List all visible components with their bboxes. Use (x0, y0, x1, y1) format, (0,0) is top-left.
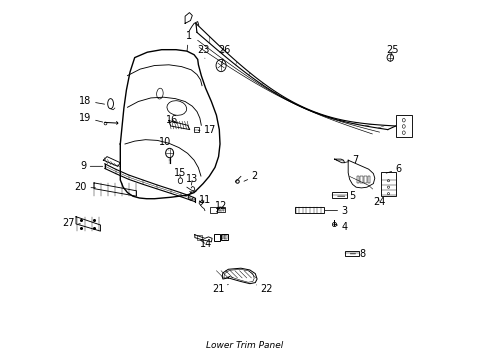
Text: 13: 13 (186, 174, 198, 185)
Bar (197, 235, 202, 240)
Text: 24: 24 (372, 197, 385, 207)
Text: 5: 5 (337, 191, 354, 201)
Text: 11: 11 (198, 195, 211, 205)
Text: 18: 18 (79, 96, 104, 106)
Text: 1: 1 (185, 31, 191, 51)
Bar (218, 207, 219, 211)
Text: 26: 26 (218, 45, 230, 63)
Text: 23: 23 (197, 45, 209, 58)
Text: 8: 8 (349, 249, 365, 259)
Text: 14: 14 (199, 239, 211, 249)
Bar (363, 176, 366, 183)
Text: 17: 17 (198, 125, 216, 135)
Bar (223, 235, 224, 239)
Bar (194, 127, 199, 132)
Bar (360, 176, 362, 183)
Bar (217, 207, 225, 212)
Text: 2: 2 (244, 171, 258, 181)
Text: 15: 15 (173, 168, 185, 178)
Bar (381, 172, 396, 196)
Bar (213, 234, 220, 241)
Text: 16: 16 (165, 114, 178, 125)
Text: 20: 20 (74, 182, 95, 192)
Bar (395, 115, 411, 137)
Text: 22: 22 (256, 284, 273, 294)
Text: Lower Trim Panel: Lower Trim Panel (205, 341, 283, 350)
Text: 4: 4 (333, 222, 347, 232)
Bar (210, 207, 216, 213)
Text: 10: 10 (159, 137, 171, 150)
Bar (222, 207, 224, 211)
Text: 9: 9 (80, 161, 102, 171)
Bar (331, 192, 346, 198)
Bar (356, 176, 359, 183)
Bar (220, 207, 222, 211)
Bar (222, 235, 223, 239)
Text: 12: 12 (214, 201, 227, 212)
Text: 27: 27 (62, 218, 80, 228)
Bar (225, 235, 226, 239)
Bar (344, 251, 358, 256)
Text: 7: 7 (344, 155, 358, 165)
Bar (221, 234, 228, 240)
Text: 19: 19 (79, 113, 102, 123)
Bar (294, 207, 323, 213)
Text: 6: 6 (386, 164, 401, 174)
Text: 21: 21 (212, 284, 228, 294)
Text: 3: 3 (325, 206, 347, 216)
Text: 25: 25 (386, 45, 398, 56)
Bar (367, 176, 369, 183)
